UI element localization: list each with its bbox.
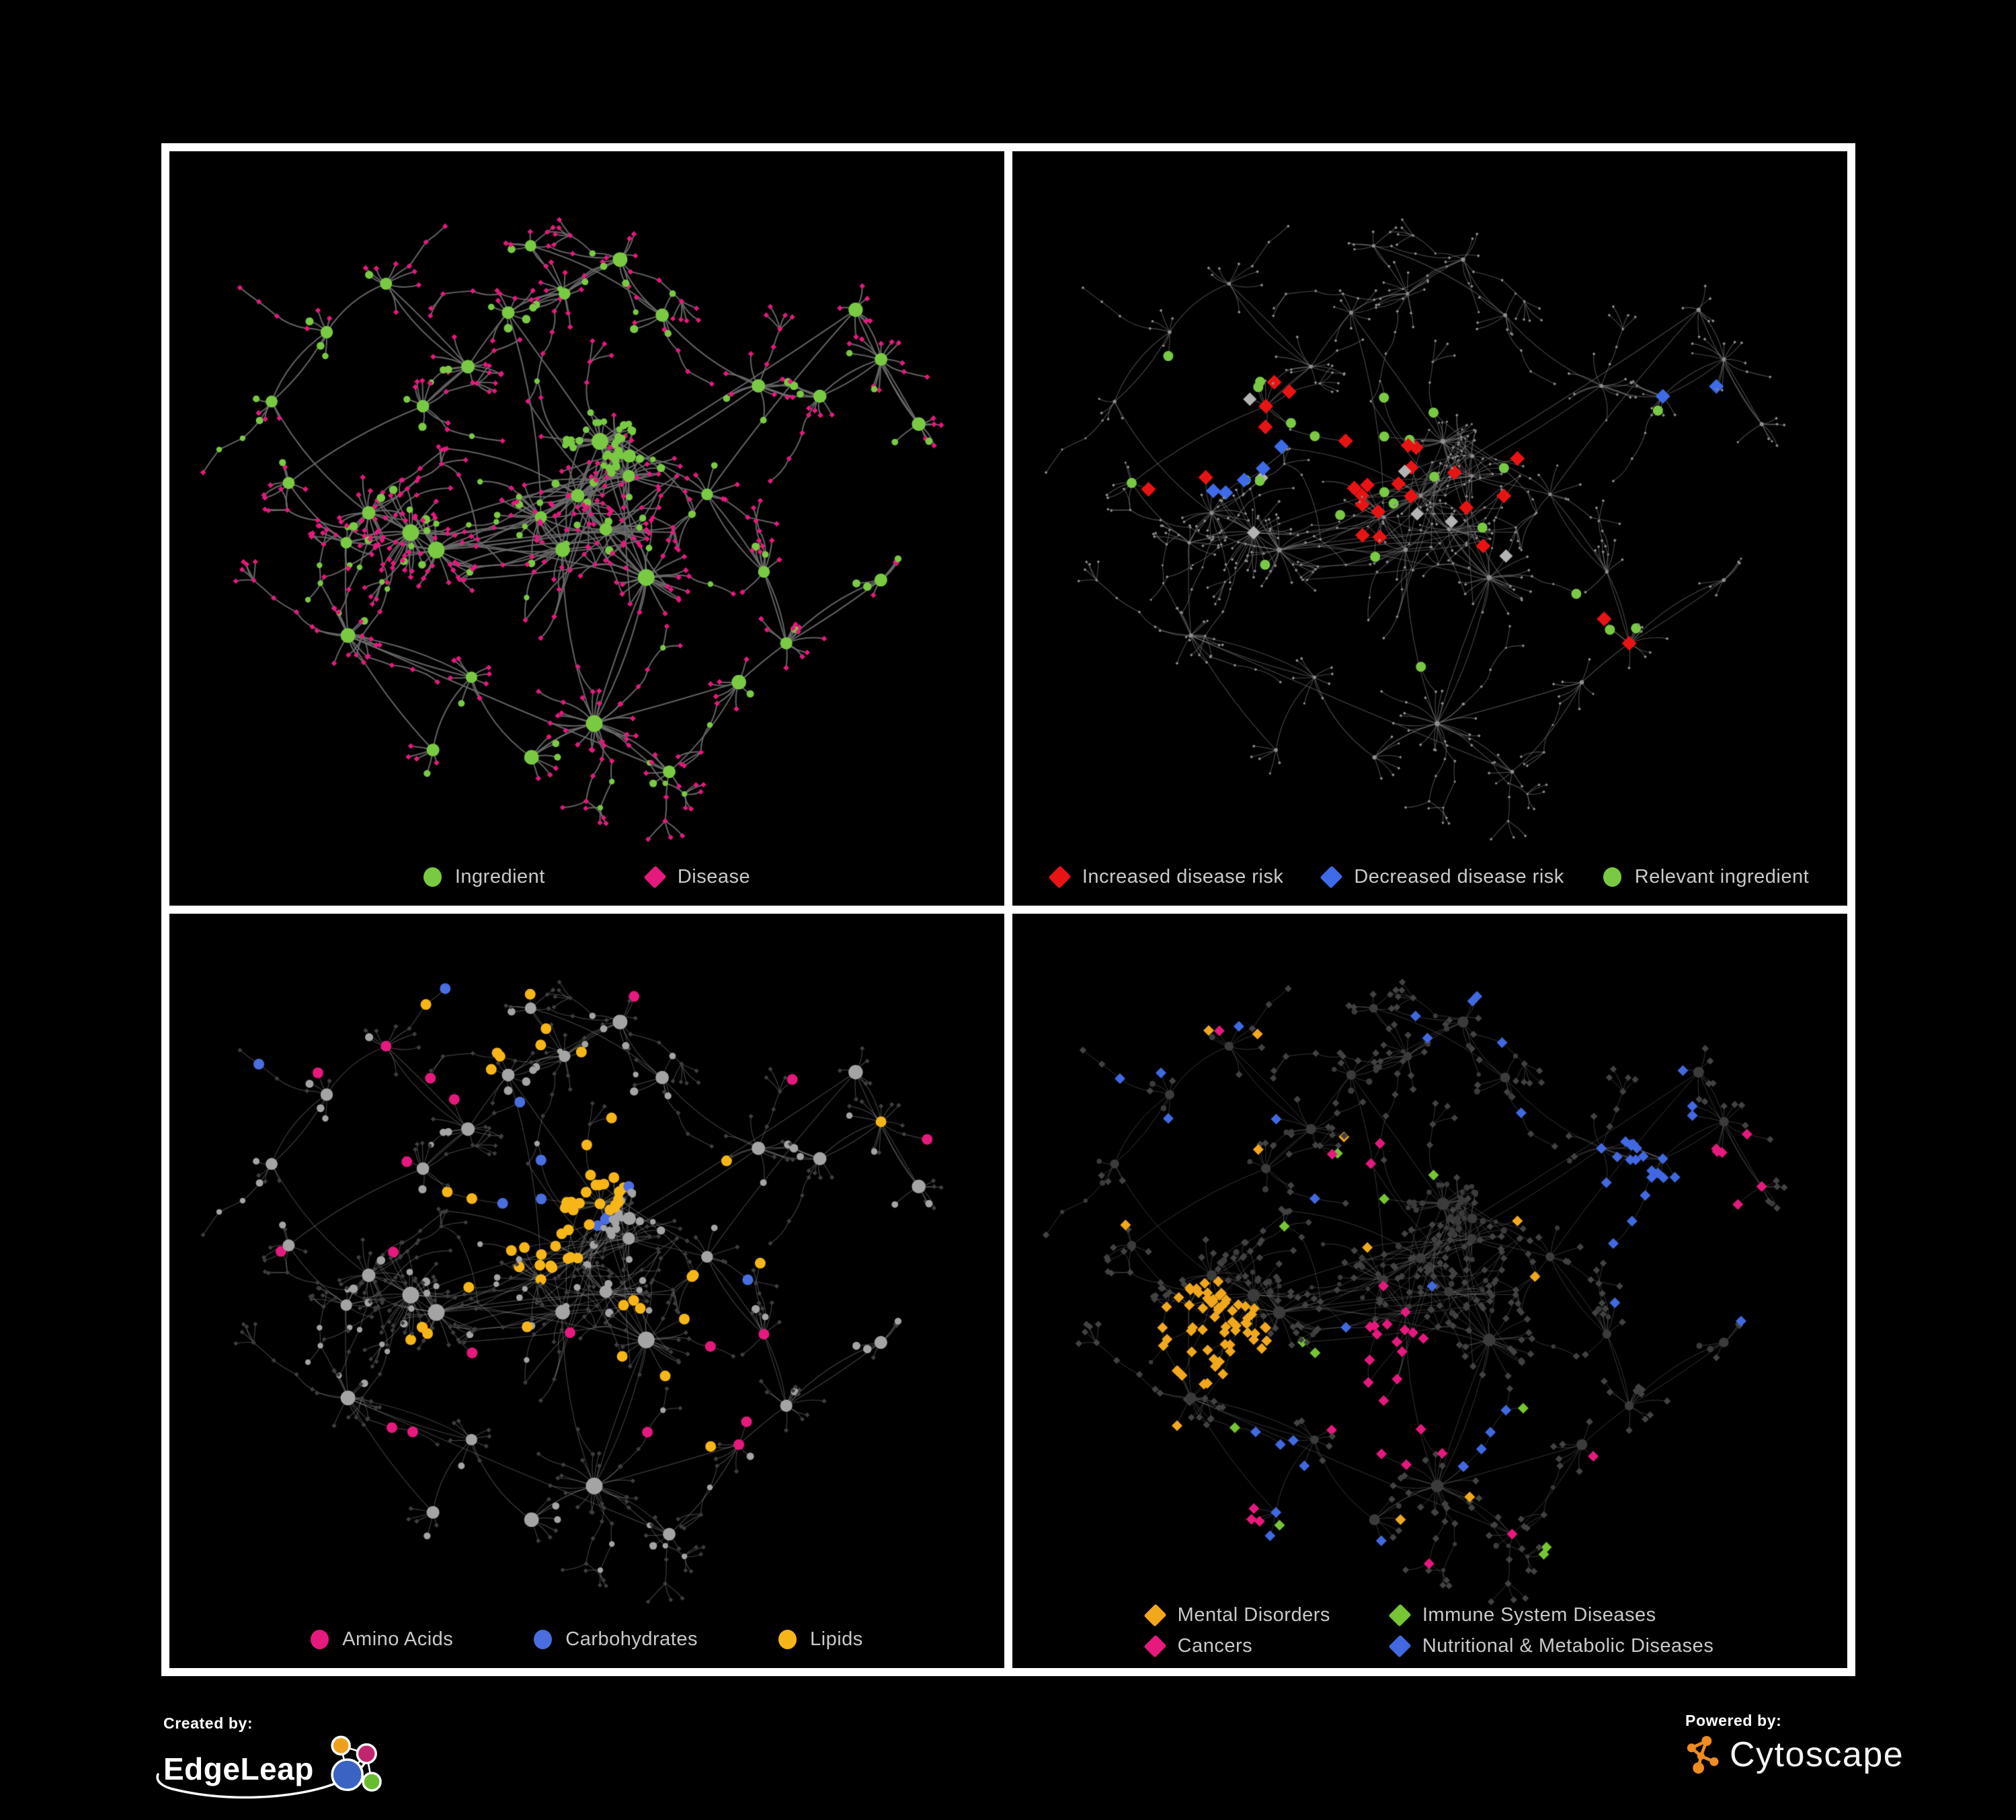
legend-item-nutritional-metabolic: Nutritional & Metabolic Diseases [1388, 1634, 1714, 1658]
legend-item-lipids: Lipids [778, 1628, 863, 1651]
legend-label: Disease [677, 866, 751, 887]
edgeleap-brand-row: EdgeLeap [156, 1734, 385, 1804]
legend-item-ingredient: Ingredient [423, 866, 545, 888]
legend-label: Relevant ingredient [1634, 866, 1810, 887]
disease-legend-marker [643, 865, 667, 889]
created-by-block: Created by: EdgeLeap [156, 1714, 385, 1804]
legend-item-carbohydrates: Carbohydrates [534, 1628, 698, 1651]
network-canvas-1 [169, 151, 1004, 906]
created-by-label: Created by: [163, 1714, 253, 1732]
carbohydrates-legend-marker [534, 1630, 553, 1649]
legend-label: Mental Disorders [1177, 1604, 1330, 1626]
network-panel-disease-risk: Increased disease risk Decreased disease… [1012, 151, 1847, 906]
legend-item-amino-acids: Amino Acids [311, 1628, 453, 1651]
edgeleap-wordmark: EdgeLeap [163, 1751, 314, 1786]
legend-label: Cancers [1177, 1635, 1253, 1657]
lipids-legend-marker [778, 1630, 797, 1649]
network-canvas-3 [169, 914, 1004, 1668]
decreased-risk-legend-marker [1320, 865, 1343, 889]
legend-label: Immune System Diseases [1422, 1604, 1656, 1626]
legend-item-disease: Disease [643, 865, 751, 889]
network-canvas-2 [1012, 151, 1847, 906]
legend-label: Carbohydrates [565, 1628, 698, 1650]
mental-disorders-legend-marker [1143, 1604, 1167, 1627]
cytoscape-brand-row: Cytoscape [1685, 1734, 1904, 1776]
cancers-legend-marker [1143, 1634, 1167, 1658]
legend-panel-4: Mental Disorders Immune System Diseases … [1012, 1604, 1847, 1658]
powered-by-label: Powered by: [1685, 1712, 1782, 1729]
legend-item-mental-disorders: Mental Disorders [1143, 1604, 1330, 1627]
nutritional-metabolic-legend-marker [1388, 1634, 1412, 1658]
legend-panel-1: Ingredient Disease [169, 865, 1004, 889]
legend-item-decreased-risk: Decreased disease risk [1320, 865, 1564, 889]
network-panel-ingredient-disease: Ingredient Disease [169, 151, 1004, 906]
powered-by-block: Powered by: Cytoscape [1685, 1712, 1904, 1776]
legend-label: Nutritional & Metabolic Diseases [1422, 1635, 1714, 1657]
increased-risk-legend-marker [1048, 865, 1072, 889]
legend-panel-2: Increased disease risk Decreased disease… [1012, 865, 1847, 889]
legend-label: Decreased disease risk [1354, 866, 1564, 887]
cytoscape-logo-icon [1687, 1736, 1719, 1774]
network-panel-disease-categories: Mental Disorders Immune System Diseases … [1012, 914, 1847, 1668]
legend-item-relevant-ingredient: Relevant ingredient [1603, 866, 1809, 888]
legend-item-immune-diseases: Immune System Diseases [1388, 1604, 1713, 1627]
legend-label: Increased disease risk [1082, 866, 1284, 887]
legend-label: Amino Acids [342, 1628, 454, 1650]
immune-diseases-legend-marker [1388, 1604, 1412, 1627]
edgeleap-logo-icon [331, 1735, 382, 1792]
relevant-ingredient-legend-marker [1603, 867, 1621, 887]
ingredient-legend-marker [423, 867, 442, 887]
legend-item-cancers: Cancers [1143, 1634, 1330, 1658]
figure-grid: Ingredient Disease Increased disease ris… [161, 143, 1855, 1676]
amino-acids-legend-marker [311, 1630, 329, 1649]
network-canvas-4 [1012, 914, 1847, 1668]
legend-label: Ingredient [454, 866, 545, 887]
legend-item-increased-risk: Increased disease risk [1048, 865, 1284, 889]
legend-panel-3: Amino Acids Carbohydrates Lipids [169, 1628, 1004, 1651]
legend-label: Lipids [810, 1628, 863, 1650]
cytoscape-wordmark: Cytoscape [1730, 1735, 1904, 1774]
network-panel-nutrient-classes: Amino Acids Carbohydrates Lipids [169, 914, 1004, 1668]
